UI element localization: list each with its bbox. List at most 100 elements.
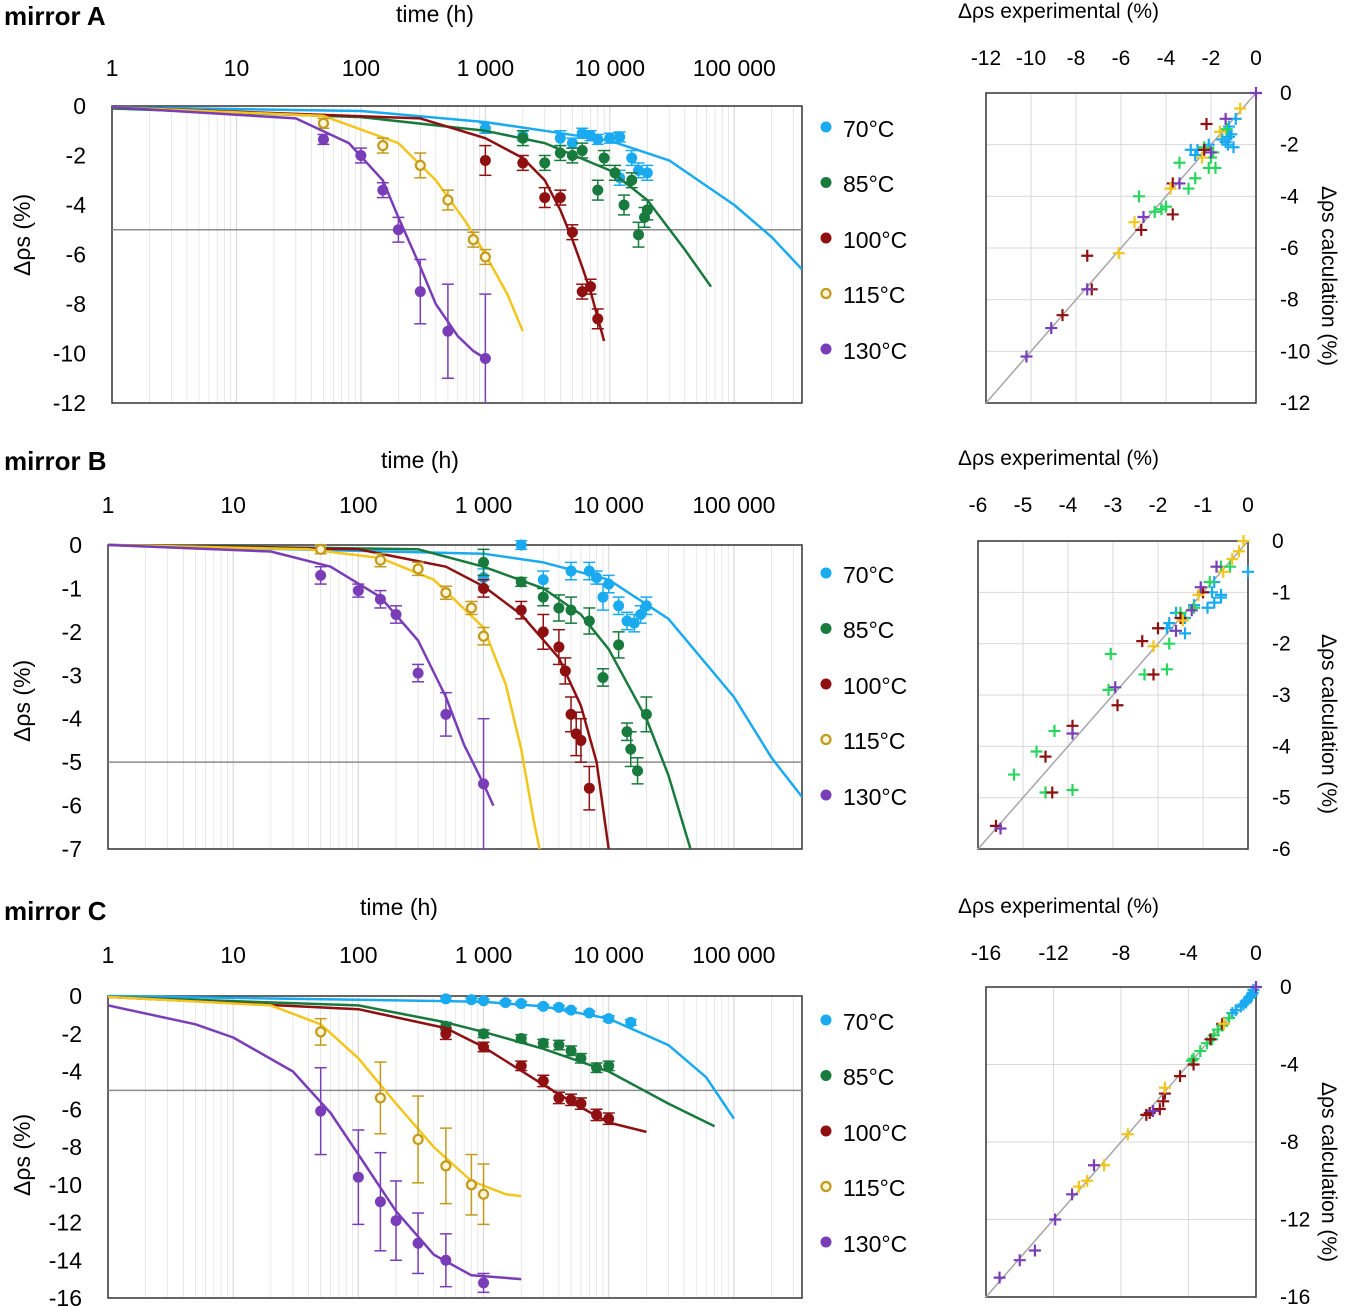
scatter-x-title-c: Δρs experimental (%) [958, 895, 1159, 918]
fit-curve-85c [108, 543, 692, 849]
y-tick-label: -4 [1280, 185, 1299, 208]
data-point-130c [352, 1171, 364, 1183]
parity-point-85c [1173, 156, 1186, 169]
parity-chart-mirror-c: -16 -12 -8 -4 00 -4 -8 -12 -16 [971, 942, 1311, 1307]
parity-point-130c [1147, 1105, 1160, 1117]
legend-marker-70c [820, 567, 832, 579]
x-tick-label: 100 000 [693, 55, 776, 81]
data-point-115c [412, 1133, 424, 1146]
data-point-115c [374, 554, 387, 566]
data-point-70c [583, 1007, 595, 1019]
parity-point-115c [1147, 640, 1160, 653]
legend-marker-100c [820, 1125, 832, 1137]
legend-marker-115c [820, 1180, 832, 1193]
data-point-130c [392, 224, 404, 236]
data-point-115c [414, 159, 426, 171]
data-point-100c [566, 226, 578, 238]
y-tick-label: -4 [62, 706, 83, 732]
y-tick-label: -8 [1280, 1131, 1299, 1154]
parity-point-130c [1066, 1188, 1079, 1201]
legend-label-115: 115°C [843, 1175, 905, 1201]
data-point-100c [565, 1094, 577, 1106]
y-tick-label: -4 [1272, 735, 1291, 758]
plot-frame [985, 92, 1257, 404]
parity-point-70c [1229, 112, 1242, 125]
parity-point-85c [1182, 182, 1195, 195]
y-tick-label: -6 [62, 793, 82, 819]
parity-point-70c [1216, 133, 1229, 146]
parity-point-70c [1223, 130, 1235, 143]
data-point-85c [583, 615, 595, 627]
data-point-70c [583, 565, 595, 577]
fit-curve-115c [108, 543, 541, 849]
data-point-85c [515, 576, 527, 588]
parity-point-100c [1153, 1103, 1166, 1116]
data-point-85c [565, 604, 577, 616]
parity-point-130c [1210, 560, 1223, 573]
legend-label-100: 100°C [843, 227, 907, 253]
x-tick-label: -6 [1112, 47, 1131, 70]
y-tick-label: -2 [1280, 134, 1299, 157]
parity-point-130c [1020, 350, 1033, 363]
parity-point-130c [1137, 211, 1150, 223]
parity-point-130c [1219, 112, 1232, 125]
parity-point-70c [1163, 617, 1176, 630]
panel-title-mirror-c: mirror C [4, 896, 107, 926]
legend-marker-85c [820, 623, 832, 634]
parity-point-115c [1226, 552, 1239, 565]
legend-marker-130c [820, 343, 832, 355]
legend-label-100: 100°C [843, 673, 907, 699]
fit-curve-100c [112, 105, 606, 342]
parity-point-85c [1161, 663, 1173, 676]
parity-series-130c [1020, 87, 1262, 363]
parity-point-85c [1220, 123, 1233, 136]
x-tick-label: 10 [224, 55, 250, 81]
parity-chart-mirror-a: -12 -10 -8 -6 -4 -2 00 -2 -4 -6 -8 -10 -12 [971, 47, 1311, 415]
legend-label-115: 115°C [843, 282, 905, 308]
y-axis-title-mirror-c: Δρs (%) [9, 1114, 35, 1196]
data-point-85c [576, 145, 588, 157]
data-point-70c [500, 997, 512, 1009]
data-point-70c [566, 137, 578, 149]
y-tick-label: -10 [1280, 340, 1310, 363]
legend-marker-115c [820, 733, 832, 746]
x-tick-label: 1 [102, 492, 115, 518]
parity-point-115c [1237, 535, 1250, 547]
parity-point-100c [1056, 309, 1069, 322]
fit-curve-115c [108, 995, 522, 1198]
legend-marker-100c [820, 678, 832, 690]
parity-point-130c [1205, 146, 1217, 159]
x-tick-label: -8 [1112, 942, 1131, 965]
parity-point-85c [1203, 576, 1216, 589]
data-point-100c [553, 1092, 565, 1104]
data-point-85c [603, 1060, 615, 1072]
legend-mirror-a: 70°C 85°C 100°C 115°C 130°C [843, 116, 907, 364]
data-point-100c [583, 782, 595, 794]
series-115c [112, 105, 524, 332]
x-tick-label: -2 [1202, 47, 1221, 70]
data-point-85c [575, 1052, 587, 1064]
y-tick-label: -2 [1272, 633, 1291, 656]
y-tick-label: 0 [69, 983, 82, 1009]
legend-marker-70c [820, 121, 832, 133]
y-tick-label: -10 [53, 341, 86, 367]
parity-point-100c [1147, 668, 1160, 681]
parity-point-115c [1112, 247, 1125, 260]
parity-point-100c [1111, 699, 1124, 712]
x-tick-label: 100 [339, 942, 377, 968]
x-tick-label: 1 [102, 942, 115, 968]
data-point-100c [603, 1113, 615, 1125]
data-point-100c [592, 313, 604, 325]
x-tick-label: 1 [106, 55, 119, 81]
y-tick-label: 0 [1272, 530, 1284, 553]
y-tick-label: -4 [62, 1059, 83, 1085]
parity-point-85c [1148, 205, 1161, 218]
data-point-70c [585, 130, 597, 142]
parity-point-100c [1198, 143, 1211, 156]
fit-curve-130c [108, 1004, 522, 1281]
data-point-130c [478, 778, 490, 790]
y-tick-label: -16 [49, 1285, 82, 1307]
parity-series-115c [1147, 535, 1250, 653]
parity-series-85c [1008, 560, 1236, 799]
data-point-100c [440, 1028, 452, 1040]
